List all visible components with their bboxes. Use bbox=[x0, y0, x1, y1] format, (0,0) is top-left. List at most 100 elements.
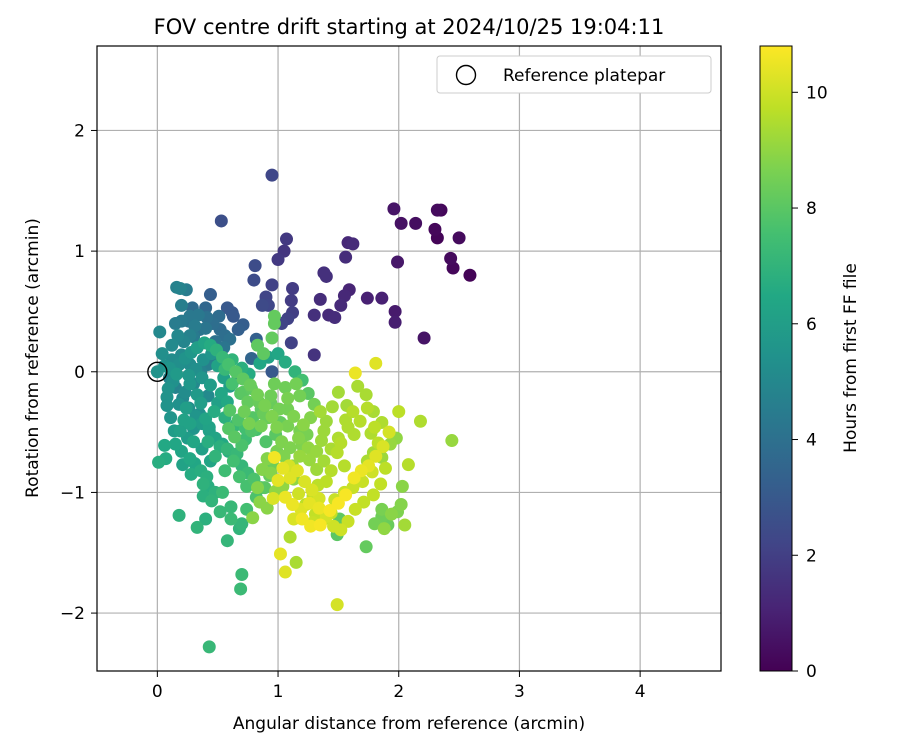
scatter-point bbox=[378, 461, 392, 475]
scatter-point bbox=[305, 483, 319, 497]
y-axis-label: Rotation from reference (arcmin) bbox=[23, 218, 43, 498]
scatter-point bbox=[337, 459, 351, 473]
scatter-point bbox=[196, 477, 210, 491]
colorbar-tick-label: 4 bbox=[806, 431, 817, 451]
scatter-point bbox=[203, 378, 217, 392]
scatter-point bbox=[283, 530, 297, 544]
scatter-point bbox=[298, 475, 312, 489]
scatter-point bbox=[158, 438, 172, 452]
scatter-point bbox=[293, 389, 307, 403]
scatter-point bbox=[313, 405, 327, 419]
scatter-point bbox=[330, 446, 344, 460]
y-tick-label: −1 bbox=[60, 483, 85, 503]
chart-title: FOV centre drift starting at 2024/10/25 … bbox=[154, 15, 665, 39]
scatter-point bbox=[394, 216, 408, 230]
scatter-point bbox=[257, 347, 271, 361]
scatter-point bbox=[242, 417, 256, 431]
y-tick-label: 2 bbox=[74, 121, 85, 141]
scatter-point bbox=[220, 442, 234, 456]
scatter-point bbox=[346, 405, 360, 419]
scatter-point bbox=[401, 458, 415, 472]
legend-entry-label: Reference platepar bbox=[503, 66, 665, 86]
scatter-point bbox=[289, 555, 303, 569]
scatter-point bbox=[168, 317, 182, 331]
scatter-point bbox=[325, 400, 339, 414]
scatter-point bbox=[271, 347, 285, 361]
scatter-point bbox=[214, 214, 228, 228]
scatter-point bbox=[284, 294, 298, 308]
scatter-point bbox=[302, 453, 316, 467]
x-tick-label: 0 bbox=[152, 682, 163, 702]
scatter-point bbox=[292, 487, 306, 501]
scatter-point bbox=[235, 567, 249, 581]
scatter-point bbox=[369, 356, 383, 370]
scatter-point bbox=[346, 237, 360, 251]
scatter-point bbox=[207, 405, 221, 419]
scatter-point bbox=[281, 419, 295, 433]
scatter-point bbox=[398, 518, 412, 532]
legend-box bbox=[436, 55, 712, 94]
scatter-point bbox=[351, 379, 365, 393]
scatter-point bbox=[368, 517, 382, 531]
scatter-point bbox=[164, 411, 178, 425]
scatter-point bbox=[203, 288, 217, 302]
scatter-point bbox=[353, 414, 367, 428]
scatter-point bbox=[153, 325, 167, 339]
scatter-point bbox=[323, 504, 337, 518]
scatter-point bbox=[310, 444, 324, 458]
scatter-point bbox=[317, 454, 331, 468]
scatter-point bbox=[287, 409, 301, 423]
scatter-point bbox=[199, 512, 213, 526]
scatter-point bbox=[201, 435, 215, 449]
scatter-point bbox=[289, 377, 303, 391]
scatter-point bbox=[213, 505, 227, 519]
scatter-point bbox=[278, 565, 292, 579]
x-tick-label: 2 bbox=[393, 682, 404, 702]
scatter-point bbox=[307, 348, 321, 362]
x-tick-label: 3 bbox=[514, 682, 525, 702]
scatter-point bbox=[170, 367, 184, 381]
plot-frame bbox=[96, 45, 722, 672]
colorbar: 0 2 4 6 8 10 Hours from first FF file bbox=[759, 45, 861, 682]
scatter-point bbox=[190, 520, 204, 534]
scatter-point bbox=[276, 461, 290, 475]
scatter-point bbox=[161, 382, 175, 396]
scatter-points bbox=[150, 168, 477, 654]
scatter-point bbox=[254, 419, 268, 433]
scatter-point bbox=[277, 449, 291, 463]
scatter-point bbox=[267, 450, 281, 464]
scatter-point bbox=[271, 473, 285, 487]
scatter-point bbox=[150, 365, 164, 379]
scatter-point bbox=[347, 471, 361, 485]
scatter-point bbox=[270, 420, 284, 434]
scatter-point bbox=[296, 418, 310, 432]
scatter-point bbox=[182, 368, 196, 382]
scatter-point bbox=[382, 425, 396, 439]
scatter-point bbox=[444, 251, 458, 265]
scatter-point bbox=[394, 497, 408, 511]
scatter-point bbox=[324, 464, 338, 478]
colorbar-tick-label: 6 bbox=[806, 315, 817, 335]
scatter-point bbox=[234, 582, 248, 596]
scatter-point bbox=[375, 291, 389, 305]
scatter-point bbox=[395, 479, 409, 493]
legend: Reference platepar bbox=[436, 55, 712, 94]
reference-platepar-marker bbox=[147, 361, 168, 382]
scatter-point bbox=[428, 222, 442, 236]
colorbar-gradient bbox=[759, 45, 793, 672]
scatter-point bbox=[179, 401, 193, 415]
scatter-point bbox=[413, 414, 427, 428]
scatter-point bbox=[208, 449, 222, 463]
scatter-point bbox=[374, 477, 388, 491]
scatter-point bbox=[226, 309, 240, 323]
scatter-point bbox=[259, 435, 273, 449]
scatter-point bbox=[258, 399, 272, 413]
scatter-point bbox=[260, 501, 274, 515]
scatter-point bbox=[191, 308, 205, 322]
scatter-point bbox=[232, 470, 246, 484]
scatter-point bbox=[275, 435, 289, 449]
scatter-point bbox=[377, 522, 391, 536]
scatter-point bbox=[216, 485, 230, 499]
scatter-point bbox=[283, 471, 297, 485]
scatter-point bbox=[235, 517, 249, 531]
